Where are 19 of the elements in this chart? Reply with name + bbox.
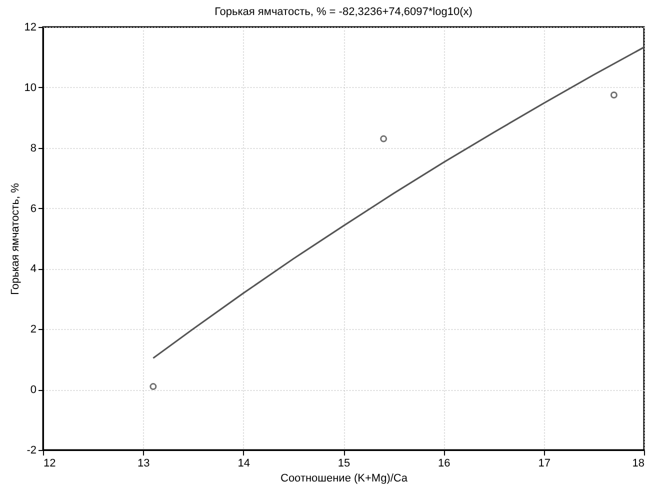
x-tick-label: 15	[338, 458, 350, 470]
y-tick-label: 12	[24, 22, 36, 34]
x-tick-label: 12	[44, 458, 56, 470]
y-tick-label: 6	[30, 202, 36, 215]
x-tick-label: 17	[538, 458, 550, 470]
y-axis-title: Горькая ямчатость, %	[9, 182, 22, 295]
x-axis-title: Соотношение (K+Mg)/Ca	[280, 472, 408, 484]
x-tick-label: 18	[632, 458, 644, 470]
chart-title: Горькая ямчатость, % = -82,3236+74,6097*log10(x)	[214, 6, 472, 18]
y-tick-label: 0	[30, 384, 36, 396]
y-tick-label: 10	[24, 82, 36, 94]
y-tick-label: 8	[30, 142, 36, 154]
x-tick-label: 14	[238, 458, 250, 470]
y-tick-label: 2	[30, 324, 36, 336]
y-tick-label: -2	[26, 444, 36, 456]
x-tick-label: 16	[438, 458, 450, 470]
y-tick-label: 4	[30, 263, 36, 276]
x-tick-label: 13	[138, 458, 150, 470]
line-series	[152, 46, 645, 359]
